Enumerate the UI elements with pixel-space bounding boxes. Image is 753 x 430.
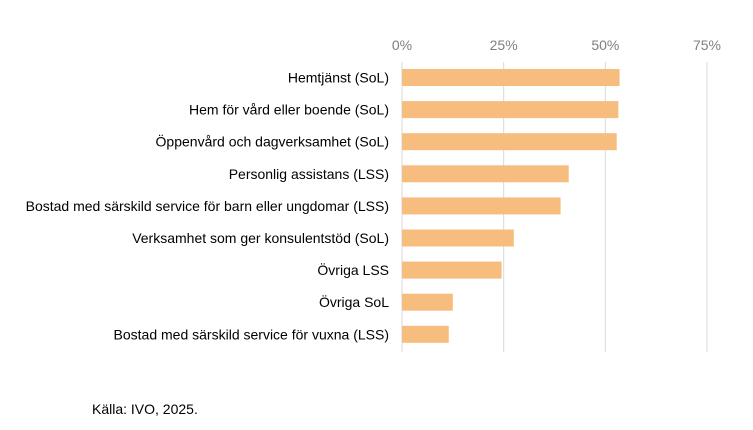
category-label-2: Hem för vård eller boende (SoL)	[189, 102, 389, 118]
bar-2	[402, 101, 619, 119]
category-labels: Hemtjänst (SoL) Hem för vård eller boende…	[26, 70, 390, 343]
category-label-5: Bostad med särskild service för barn ell…	[26, 198, 389, 214]
x-tick-label-75: 75%	[693, 37, 721, 53]
category-label-7: Övriga LSS	[317, 261, 389, 278]
x-tick-label-50: 50%	[591, 37, 619, 53]
source-note: Källa: IVO, 2025.	[92, 401, 198, 417]
category-label-9: Bostad med särskild service för vuxna (L…	[114, 326, 389, 342]
category-label-3: Öppenvård och dagverksamhet (SoL)	[156, 133, 389, 150]
category-label-8: Övriga SoL	[319, 293, 389, 310]
category-label-1: Hemtjänst (SoL)	[288, 70, 389, 86]
x-tick-label-25: 25%	[490, 37, 518, 53]
bar-5	[402, 197, 561, 215]
bar-8	[402, 293, 453, 311]
bar-3	[402, 133, 617, 151]
bar-7	[402, 261, 502, 279]
bar-1	[402, 69, 620, 86]
bar-4	[402, 165, 569, 183]
bars	[402, 69, 620, 343]
bar-9	[402, 325, 449, 343]
category-label-4: Personlig assistans (LSS)	[229, 166, 389, 182]
x-tick-label-0: 0%	[392, 37, 412, 53]
bar-6	[402, 229, 514, 247]
category-label-6: Verksamhet som ger konsulentstöd (SoL)	[132, 230, 389, 246]
x-axis-ticks: 0% 25% 50% 75%	[392, 37, 721, 53]
